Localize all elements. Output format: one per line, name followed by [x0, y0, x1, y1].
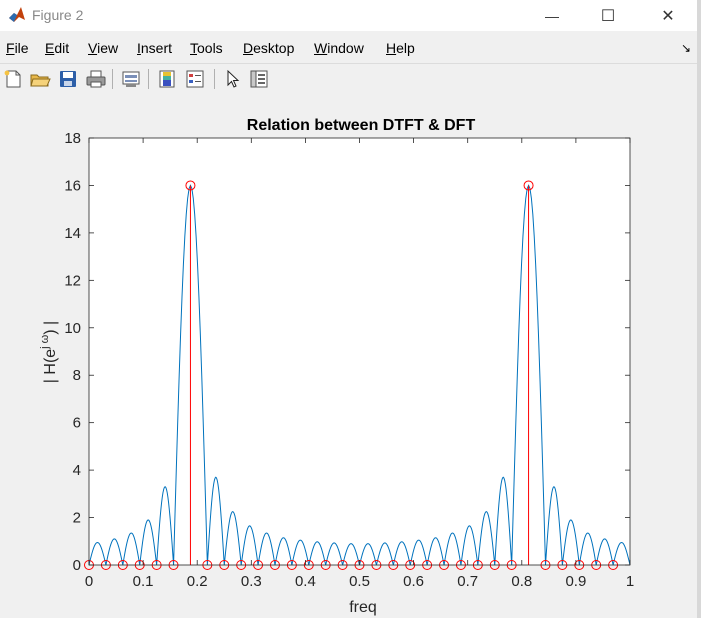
y-tick-label: 8: [73, 367, 81, 384]
new-figure-icon[interactable]: [2, 68, 24, 90]
x-tick-label: 0.3: [241, 573, 262, 590]
menu-bar: File Edit View Insert Tools Desktop Wind…: [0, 38, 701, 60]
y-tick-label: 4: [73, 462, 81, 479]
y-axis-label: | H(ej ω) |: [39, 321, 59, 383]
x-tick-label: 0.7: [457, 573, 478, 590]
toolbar-separator: [112, 69, 113, 89]
close-button[interactable]: ✕: [645, 0, 691, 31]
print-icon[interactable]: [85, 68, 107, 90]
x-axis-label: freq: [349, 599, 377, 616]
x-tick-label: 0.8: [511, 573, 532, 590]
toolbar-separator: [148, 69, 149, 89]
y-tick-label: 10: [64, 320, 81, 337]
window-titlebar: Figure 2 — ☐ ✕: [0, 0, 701, 31]
link-plot-icon[interactable]: [120, 68, 142, 90]
toolbar-separator: [214, 69, 215, 89]
window-edge: [697, 0, 701, 618]
menu-desktop[interactable]: Desktop: [243, 40, 295, 56]
x-tick-label: 0.1: [133, 573, 154, 590]
menu-window[interactable]: Window: [314, 40, 364, 56]
window-title: Figure 2: [32, 7, 84, 23]
x-tick-label: 0.5: [349, 573, 370, 590]
dft-stem-marker: [185, 180, 196, 191]
y-tick-label: 18: [64, 130, 81, 147]
y-tick-label: 6: [73, 415, 81, 432]
dock-figure-icon[interactable]: ↘: [681, 41, 692, 55]
x-tick-label: 0: [85, 573, 93, 590]
save-icon[interactable]: [57, 68, 79, 90]
x-tick-label: 0.9: [565, 573, 586, 590]
minimize-button[interactable]: —: [529, 0, 575, 31]
menu-tools[interactable]: Tools: [190, 40, 223, 56]
x-tick-label: 0.4: [295, 573, 316, 590]
y-tick-label: 14: [64, 225, 81, 242]
insert-colorbar-icon[interactable]: [156, 68, 178, 90]
open-file-icon[interactable]: [29, 68, 51, 90]
menu-insert[interactable]: Insert: [137, 40, 173, 56]
plot-area: [89, 138, 630, 565]
x-tick-label: 0.6: [403, 573, 424, 590]
x-tick-label: 1: [626, 573, 634, 590]
matlab-logo-icon: [9, 7, 25, 22]
y-tick-label: 0: [73, 557, 81, 574]
maximize-button[interactable]: ☐: [585, 0, 631, 31]
chart-title: Relation between DTFT & DFT: [247, 117, 476, 134]
edit-plot-icon[interactable]: [222, 68, 244, 90]
close-icon: ✕: [661, 7, 675, 25]
menu-help[interactable]: Help: [386, 40, 415, 56]
dft-stem-marker: [523, 180, 534, 191]
menu-view[interactable]: View: [88, 40, 119, 56]
y-tick-label: 2: [73, 510, 81, 527]
y-tick-label: 12: [64, 272, 81, 289]
minimize-icon: —: [545, 7, 559, 24]
dtft-dft-chart: 0 0.1 0.2 0.3 0.4 0.5 0.6 0.7 0.8 0.9 102468101214…: [39, 117, 634, 616]
x-tick-label: 0.2: [187, 573, 208, 590]
menu-file[interactable]: File: [6, 40, 29, 56]
figure-toolbar: [0, 63, 697, 95]
maximize-icon: ☐: [600, 7, 616, 25]
menu-edit[interactable]: Edit: [45, 40, 70, 56]
y-tick-label: 16: [64, 177, 81, 194]
insert-legend-icon[interactable]: [184, 68, 206, 90]
property-inspector-icon[interactable]: [248, 68, 270, 90]
